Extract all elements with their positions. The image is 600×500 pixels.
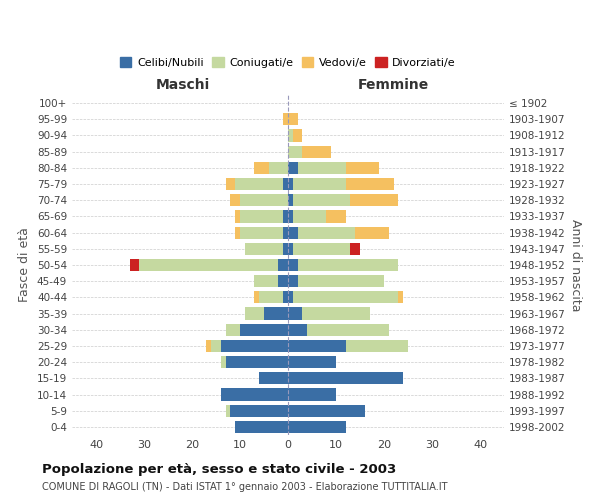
- Bar: [254, 275, 278, 287]
- Bar: [293, 178, 346, 190]
- Bar: [398, 292, 403, 304]
- Bar: [264, 308, 288, 320]
- Text: Femmine: Femmine: [358, 78, 429, 92]
- Bar: [235, 210, 240, 222]
- Bar: [288, 162, 298, 174]
- Bar: [298, 226, 355, 238]
- Bar: [235, 178, 283, 190]
- Bar: [130, 259, 139, 271]
- Bar: [283, 210, 288, 222]
- Bar: [293, 194, 350, 206]
- Bar: [240, 194, 288, 206]
- Y-axis label: Fasce di età: Fasce di età: [19, 228, 31, 302]
- Bar: [298, 275, 384, 287]
- Bar: [288, 308, 302, 320]
- Bar: [288, 356, 336, 368]
- Bar: [288, 421, 346, 433]
- Bar: [245, 308, 264, 320]
- Bar: [230, 404, 288, 417]
- Bar: [226, 404, 230, 417]
- Bar: [254, 292, 259, 304]
- Bar: [293, 130, 302, 141]
- Bar: [288, 146, 302, 158]
- Bar: [288, 130, 293, 141]
- Bar: [288, 340, 346, 352]
- Bar: [283, 292, 288, 304]
- Bar: [346, 162, 379, 174]
- Bar: [226, 356, 288, 368]
- Bar: [278, 259, 288, 271]
- Bar: [259, 372, 288, 384]
- Bar: [269, 162, 288, 174]
- Y-axis label: Anni di nascita: Anni di nascita: [569, 219, 582, 311]
- Bar: [283, 242, 288, 255]
- Bar: [240, 324, 288, 336]
- Bar: [288, 292, 293, 304]
- Bar: [288, 404, 365, 417]
- Bar: [298, 162, 346, 174]
- Bar: [221, 388, 288, 400]
- Bar: [288, 226, 298, 238]
- Bar: [221, 340, 288, 352]
- Bar: [206, 340, 211, 352]
- Bar: [293, 242, 350, 255]
- Bar: [288, 113, 298, 126]
- Bar: [288, 275, 298, 287]
- Bar: [240, 210, 283, 222]
- Bar: [293, 292, 398, 304]
- Bar: [254, 162, 269, 174]
- Bar: [288, 178, 293, 190]
- Bar: [288, 242, 293, 255]
- Bar: [226, 178, 235, 190]
- Text: Popolazione per età, sesso e stato civile - 2003: Popolazione per età, sesso e stato civil…: [42, 462, 396, 475]
- Bar: [230, 194, 240, 206]
- Bar: [293, 210, 326, 222]
- Bar: [302, 308, 370, 320]
- Text: Maschi: Maschi: [155, 78, 209, 92]
- Bar: [307, 324, 389, 336]
- Bar: [283, 226, 288, 238]
- Bar: [226, 324, 240, 336]
- Bar: [288, 259, 298, 271]
- Bar: [326, 210, 346, 222]
- Legend: Celibi/Nubili, Coniugati/e, Vedovi/e, Divorziati/e: Celibi/Nubili, Coniugati/e, Vedovi/e, Di…: [116, 53, 460, 72]
- Bar: [298, 259, 398, 271]
- Bar: [288, 194, 293, 206]
- Bar: [350, 194, 398, 206]
- Bar: [346, 340, 408, 352]
- Bar: [211, 340, 221, 352]
- Bar: [235, 421, 288, 433]
- Bar: [235, 226, 240, 238]
- Bar: [245, 242, 283, 255]
- Bar: [288, 388, 336, 400]
- Bar: [288, 210, 293, 222]
- Bar: [283, 178, 288, 190]
- Bar: [278, 275, 288, 287]
- Bar: [302, 146, 331, 158]
- Bar: [240, 226, 283, 238]
- Bar: [288, 324, 307, 336]
- Text: COMUNE DI RAGOLI (TN) - Dati ISTAT 1° gennaio 2003 - Elaborazione TUTTITALIA.IT: COMUNE DI RAGOLI (TN) - Dati ISTAT 1° ge…: [42, 482, 448, 492]
- Bar: [355, 226, 389, 238]
- Bar: [283, 113, 288, 126]
- Bar: [346, 178, 394, 190]
- Bar: [221, 356, 226, 368]
- Bar: [350, 242, 360, 255]
- Bar: [259, 292, 283, 304]
- Bar: [288, 372, 403, 384]
- Bar: [139, 259, 278, 271]
